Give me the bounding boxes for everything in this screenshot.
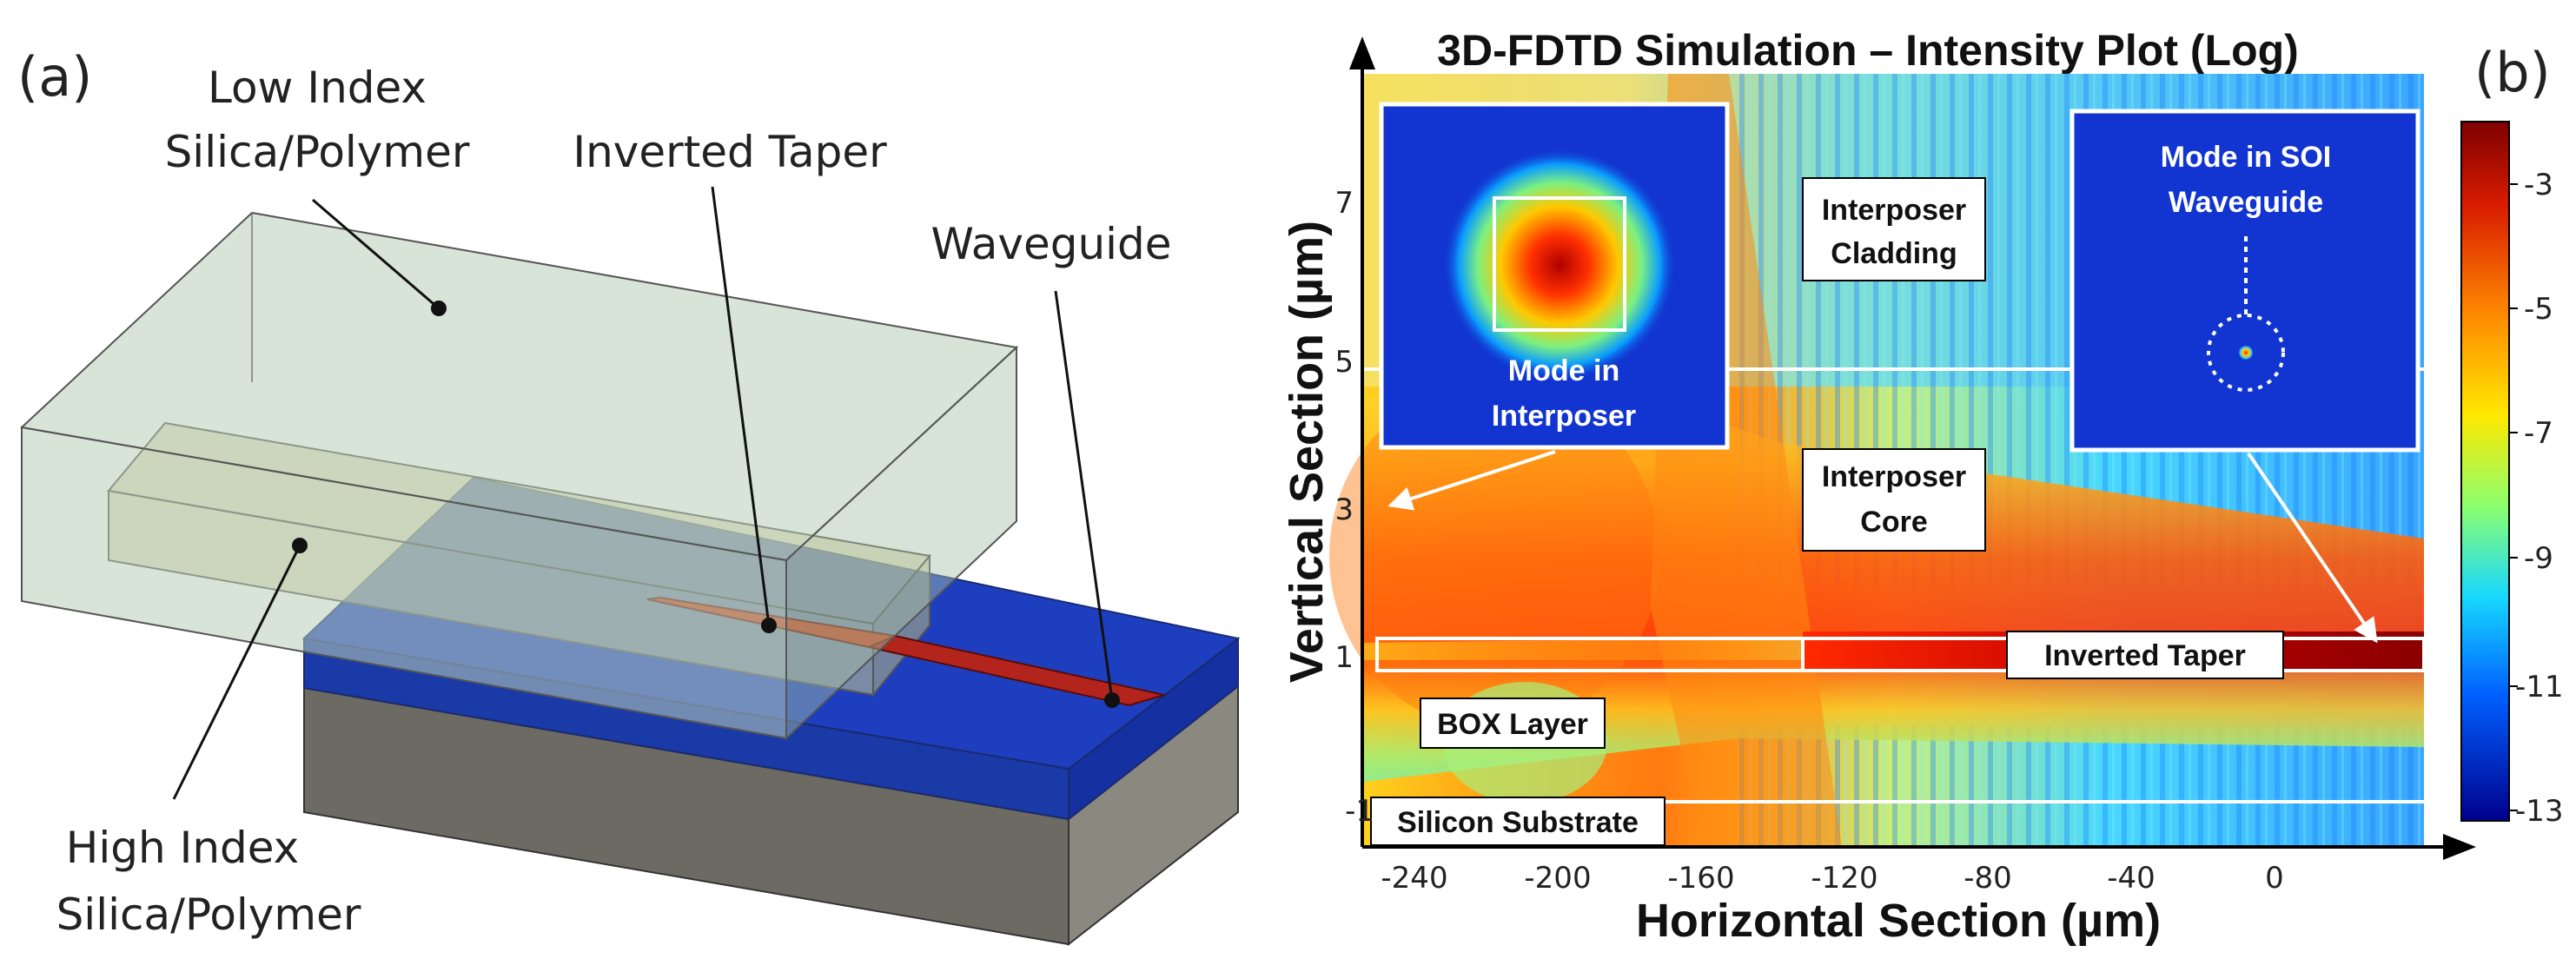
label-low-index-1: Low Index bbox=[208, 63, 427, 113]
region-label-cladding: Interposer Cladding bbox=[1802, 177, 1986, 281]
inset-left-text-2: Interposer bbox=[1492, 400, 1636, 433]
inset-right-text-2: Waveguide bbox=[2169, 186, 2323, 219]
label-high-index-2: Silica/Polymer bbox=[56, 889, 361, 940]
x-tick-neg160: -160 bbox=[1667, 861, 1734, 896]
cladding-right bbox=[785, 345, 1017, 741]
core-right bbox=[872, 553, 930, 698]
y-tick-3: 3 bbox=[1334, 493, 1354, 527]
panel-a: (a) Low Index Silica/Polymer Inv bbox=[17, 45, 1241, 947]
panel-b-label: (b) bbox=[2474, 41, 2551, 104]
x-tick-neg80: -80 bbox=[1963, 861, 2012, 896]
colorbar: -3 -5 -7 -9 -11 -13 bbox=[2460, 121, 2564, 829]
panel-a-label: (a) bbox=[17, 45, 92, 109]
colorbar-tick-neg11: -11 bbox=[2515, 670, 2564, 704]
inset-left-text-1: Mode in bbox=[1508, 354, 1619, 387]
x-axis-label: Horizontal Section (µm) bbox=[1636, 895, 2161, 947]
region-label-taper: Inverted Taper bbox=[2006, 631, 2284, 679]
colorbar-tick-neg3: -3 bbox=[2524, 168, 2553, 202]
leader-high-index-dot bbox=[292, 538, 308, 553]
region-core-text-1: Interposer bbox=[1822, 460, 1966, 493]
leader-low-index-dot bbox=[431, 301, 447, 316]
y-axis-arrow bbox=[1349, 36, 1375, 69]
leader-high-index bbox=[172, 545, 301, 800]
arrow-soi-mode bbox=[2247, 452, 2378, 644]
x-tick-0: 0 bbox=[2265, 861, 2284, 896]
region-core-text-2: Core bbox=[1860, 506, 1927, 539]
label-low-index-2: Silica/Polymer bbox=[165, 127, 470, 177]
region-taper-text: Inverted Taper bbox=[2044, 639, 2246, 672]
y-tick-neg1: -1 bbox=[1345, 794, 1374, 829]
x-tick-neg200: -200 bbox=[1524, 861, 1591, 896]
plot-title: 3D-FDTD Simulation – Intensity Plot (Log… bbox=[1437, 26, 2299, 75]
colorbar-tick-neg9: -9 bbox=[2524, 541, 2553, 576]
leader-taper-dot bbox=[761, 618, 777, 633]
x-tick-neg120: -120 bbox=[1811, 861, 1877, 896]
inset-right-text-1: Mode in SOI bbox=[2161, 141, 2331, 174]
boundary-taper bbox=[1375, 637, 2426, 672]
region-cladding-text-1: Interposer bbox=[1822, 194, 1966, 227]
label-high-index-1: High Index bbox=[66, 823, 299, 873]
leader-low-index bbox=[312, 198, 440, 310]
label-inverted-taper: Inverted Taper bbox=[573, 127, 887, 177]
region-box-text: BOX Layer bbox=[1437, 708, 1588, 741]
x-axis-arrow bbox=[2443, 834, 2476, 860]
x-tick-neg240: -240 bbox=[1381, 861, 1447, 896]
colorbar-tick-neg13: -13 bbox=[2515, 794, 2564, 829]
y-tick-1: 1 bbox=[1334, 640, 1354, 675]
leader-taper bbox=[711, 186, 771, 626]
colorbar-tick-neg7: -7 bbox=[2524, 416, 2553, 451]
leader-waveguide bbox=[1054, 290, 1114, 701]
arrow-interposer-mode bbox=[1387, 450, 1556, 511]
leader-waveguide-dot bbox=[1104, 692, 1120, 708]
region-label-core: Interposer Core bbox=[1802, 448, 1986, 552]
y-tick-7: 7 bbox=[1334, 186, 1354, 221]
x-tick-neg40: -40 bbox=[2107, 861, 2155, 896]
y-axis-label: Vertical Section (µm) bbox=[1281, 221, 1333, 683]
inset-interposer-mode: Mode in Interposer bbox=[1379, 102, 1730, 450]
region-substrate-text: Silicon Substrate bbox=[1397, 806, 1639, 839]
region-label-box: BOX Layer bbox=[1420, 698, 1606, 749]
panel-b: (b) 3D-FDTD Simulation – Intensity Plot … bbox=[1281, 26, 2564, 947]
colorbar-tick-neg5: -5 bbox=[2524, 292, 2553, 327]
region-cladding-text-2: Cladding bbox=[1831, 237, 1957, 270]
label-waveguide: Waveguide bbox=[930, 219, 1171, 269]
inset-soi-mode: Mode in SOI Waveguide bbox=[2069, 109, 2420, 453]
y-tick-5: 5 bbox=[1334, 345, 1354, 380]
region-label-substrate: Silicon Substrate bbox=[1370, 797, 1665, 846]
